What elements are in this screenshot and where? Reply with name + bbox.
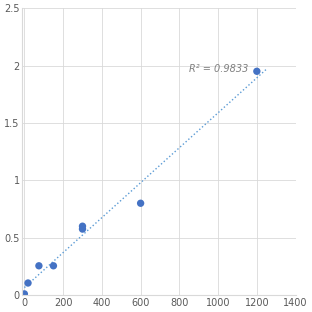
- Point: [138, 201, 143, 206]
- Point: [37, 263, 41, 268]
- Point: [80, 227, 85, 232]
- Point: [254, 69, 259, 74]
- Point: [51, 263, 56, 268]
- Point: [80, 224, 85, 229]
- Text: R² = 0.9833: R² = 0.9833: [189, 64, 248, 74]
- Point: [22, 291, 27, 296]
- Point: [26, 280, 31, 285]
